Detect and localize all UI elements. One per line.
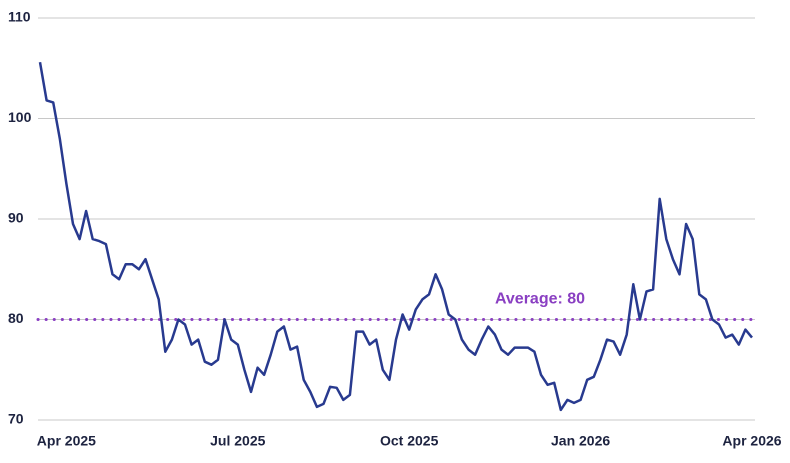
- x-tick-label: Jan 2026: [551, 433, 610, 449]
- y-tick-label: 110: [8, 9, 31, 25]
- y-tick-label: 70: [8, 411, 24, 427]
- x-tick-label: Oct 2025: [380, 433, 439, 449]
- y-tick-label: 90: [8, 210, 24, 226]
- data-line: [38, 61, 753, 412]
- y-tick-label: 100: [8, 109, 32, 125]
- x-tick-label: Apr 2025: [37, 433, 96, 449]
- average-label: Average: 80: [495, 291, 585, 308]
- x-tick-label: Jul 2025: [210, 433, 265, 449]
- x-tick-label: Apr 2026: [722, 433, 781, 449]
- y-tick-label: 80: [8, 310, 24, 326]
